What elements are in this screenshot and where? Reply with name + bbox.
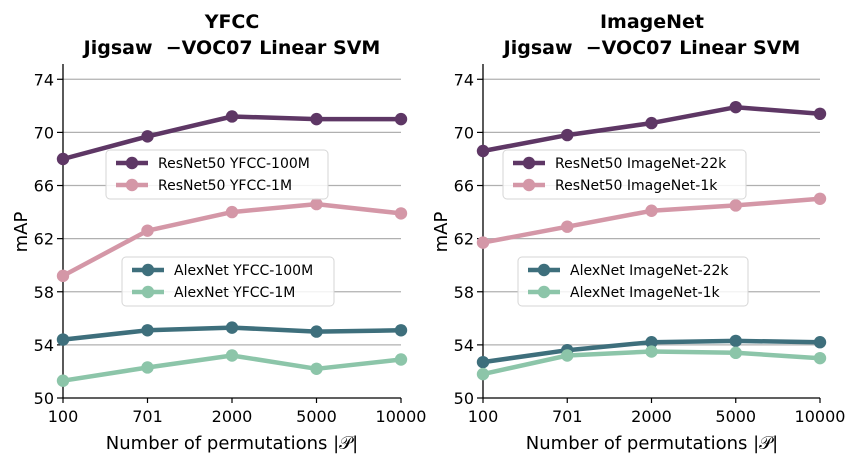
x-tick-label: 5000 — [296, 407, 337, 426]
legend-box — [121, 256, 335, 307]
data-point — [476, 367, 490, 381]
data-point — [310, 325, 323, 338]
data-point — [729, 100, 742, 114]
chart-title: ImageNet — [600, 11, 704, 33]
data-point — [141, 130, 154, 143]
legend-swatch-marker — [537, 285, 551, 299]
y-tick-label: 66 — [454, 177, 474, 196]
y-tick-label: 58 — [454, 283, 474, 302]
data-point — [394, 207, 408, 220]
y-tick-label: 54 — [454, 336, 474, 355]
legend-label: ResNet50 YFCC-1M — [158, 178, 292, 194]
x-tick-label: 701 — [132, 407, 163, 426]
legend: ResNet50 ImageNet-22k ResNet50 ImageNet-1… — [502, 149, 747, 200]
data-point — [476, 144, 490, 158]
data-point — [813, 192, 827, 205]
y-axis-label: mAP — [11, 212, 32, 253]
legend-label: ResNet50 YFCC-100M — [158, 156, 310, 172]
x-tick-label: 100 — [468, 407, 499, 426]
data-point — [56, 152, 70, 166]
legend-swatch-marker — [522, 156, 536, 170]
x-tick-label: 5000 — [715, 407, 756, 426]
legend-label: ResNet50 ImageNet-22k — [555, 156, 727, 172]
data-point — [645, 204, 658, 217]
legend: AlexNet YFCC-100M AlexNet YFCC-1M — [121, 256, 335, 307]
data-point — [813, 351, 827, 365]
legend-swatch-marker — [141, 263, 155, 277]
x-axis-label: Number of permutations |𝒫| — [106, 433, 358, 454]
data-point — [225, 110, 239, 123]
y-tick-label: 54 — [34, 336, 54, 355]
legend-label: ResNet50 ImageNet-1k — [555, 178, 718, 194]
y-tick-label: 62 — [34, 230, 54, 249]
data-point — [561, 220, 574, 233]
data-point — [310, 362, 323, 375]
legend-box — [105, 149, 329, 200]
legend-swatch-marker — [141, 285, 155, 299]
x-tick-label: 2000 — [631, 407, 672, 426]
data-point — [645, 116, 658, 130]
legend-box — [502, 149, 747, 200]
data-point — [394, 324, 408, 337]
data-point — [141, 224, 154, 237]
data-point — [394, 353, 408, 366]
data-point — [225, 321, 239, 334]
data-point — [56, 333, 70, 346]
y-tick-label: 58 — [34, 283, 54, 302]
legend-label: AlexNet ImageNet-1k — [570, 285, 721, 301]
y-tick-label: 50 — [34, 389, 54, 408]
x-tick-label: 100 — [48, 407, 79, 426]
y-tick-label: 62 — [454, 230, 474, 249]
data-point — [141, 324, 154, 337]
chart-panel-1: 50 54 58 62 66 70 74 100 701 2000 5000 10000 YFCC Jig… — [11, 11, 426, 454]
data-point — [476, 236, 490, 249]
data-point — [56, 374, 70, 387]
x-tick-label: 2000 — [212, 407, 253, 426]
y-tick-label: 50 — [454, 389, 474, 408]
data-point — [394, 112, 408, 126]
data-point — [225, 205, 239, 219]
data-point — [476, 355, 490, 369]
y-axis-label: mAP — [431, 212, 452, 253]
data-point — [645, 345, 658, 358]
data-point — [561, 128, 574, 142]
data-point — [729, 334, 742, 348]
data-point — [729, 199, 742, 212]
data-point — [561, 349, 574, 362]
data-point — [645, 336, 658, 349]
data-point — [813, 107, 827, 121]
legend-label: AlexNet ImageNet-22k — [570, 263, 729, 279]
data-point — [225, 349, 239, 362]
legend: AlexNet ImageNet-22k AlexNet ImageNet-1k — [517, 256, 749, 307]
data-point — [141, 361, 154, 374]
y-tick-label: 74 — [34, 70, 54, 89]
x-axis-label: Number of permutations |𝒫| — [526, 433, 778, 454]
x-tick-label: 701 — [552, 407, 583, 426]
data-point — [310, 112, 323, 126]
data-point — [56, 269, 70, 283]
y-tick-label: 70 — [34, 123, 54, 142]
data-point — [729, 346, 742, 360]
legend-swatch-marker — [125, 156, 139, 170]
legend-swatch-marker — [125, 178, 139, 192]
data-point — [813, 336, 827, 349]
y-tick-label: 70 — [454, 123, 474, 142]
legend: ResNet50 YFCC-100M ResNet50 YFCC-1M — [105, 149, 329, 200]
legend-swatch-marker — [537, 263, 551, 277]
chart-panel-2: 50 54 58 62 66 70 74 100 701 2000 5000 10000 ImageNe… — [431, 11, 845, 454]
legend-swatch-marker — [522, 178, 536, 192]
legend-box — [517, 256, 749, 307]
data-point — [310, 197, 323, 211]
chart-subtitle: Jigsaw −VOC07 Linear SVM — [502, 37, 801, 59]
x-tick-label: 10000 — [376, 407, 427, 426]
x-tick-label: 10000 — [795, 407, 846, 426]
legend-label: AlexNet YFCC-100M — [174, 263, 313, 279]
chart-subtitle: Jigsaw −VOC07 Linear SVM — [82, 37, 381, 59]
y-tick-label: 74 — [454, 70, 474, 89]
y-tick-label: 66 — [34, 177, 54, 196]
chart-title: YFCC — [204, 11, 260, 33]
legend-label: AlexNet YFCC-1M — [174, 285, 295, 301]
